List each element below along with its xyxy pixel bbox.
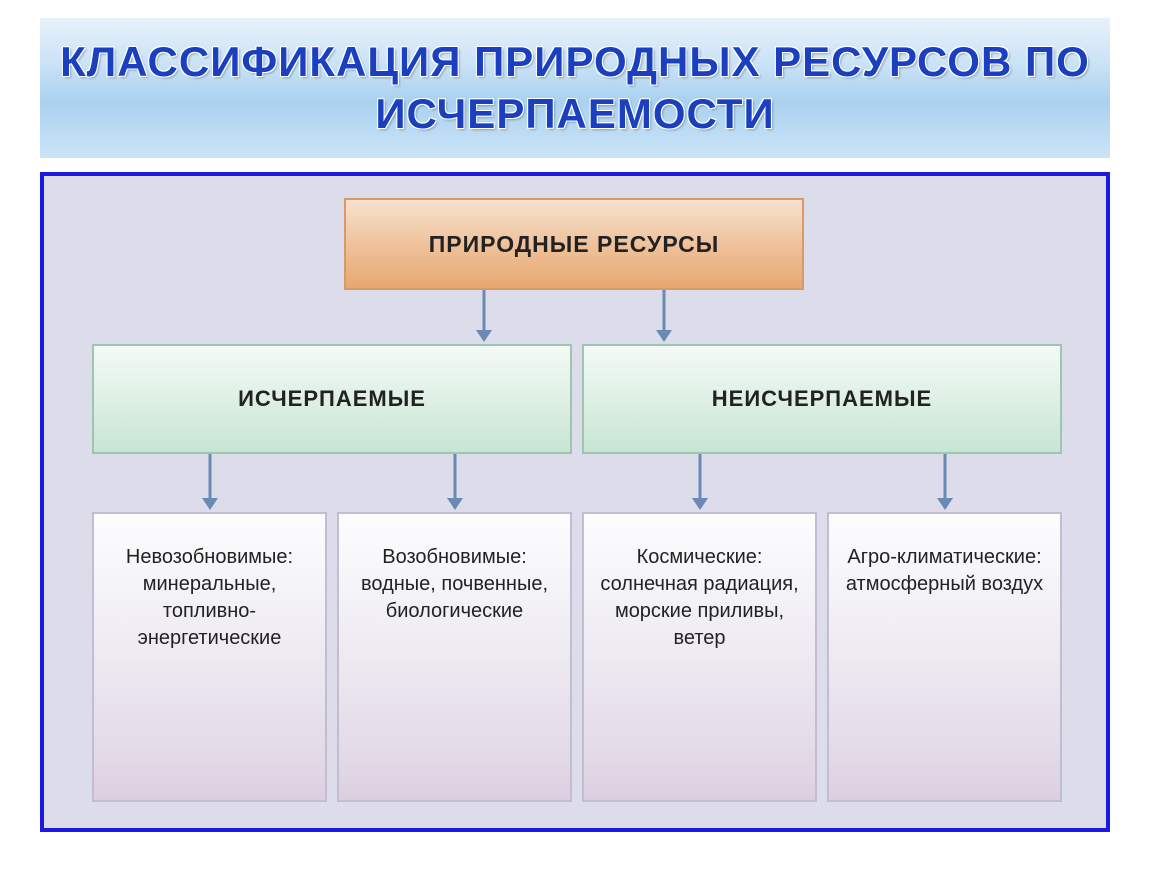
page-title: КЛАССИФИКАЦИЯ ПРИРОДНЫХ РЕСУРСОВ ПО ИСЧЕ… [40,36,1110,141]
node-exhaustible: ИСЧЕРПАЕМЫЕ [92,344,572,454]
node-root: ПРИРОДНЫЕ РЕСУРСЫ [344,198,804,290]
diagram-container: ПРИРОДНЫЕ РЕСУРСЫ ИСЧЕРПАЕМЫЕНЕИСЧЕРПАЕМЫ… [40,172,1110,832]
node-leaf-0: Невозобновимые: минеральные, топливно-эн… [92,512,327,802]
node-leaf-2: Космические: солнечная радиация, морские… [582,512,817,802]
title-banner: КЛАССИФИКАЦИЯ ПРИРОДНЫХ РЕСУРСОВ ПО ИСЧЕ… [40,18,1110,158]
node-inexhaustible: НЕИСЧЕРПАЕМЫЕ [582,344,1062,454]
node-leaf-1: Возобновимые: водные, почвенные, биологи… [337,512,572,802]
node-leaf-3: Агро-климатические: атмосферный воздух [827,512,1062,802]
